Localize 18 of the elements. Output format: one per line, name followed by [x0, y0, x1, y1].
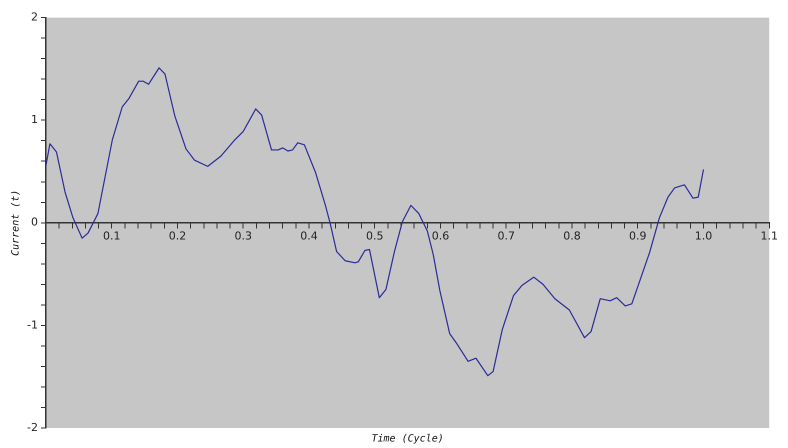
- x-tick-label: 0.4: [300, 229, 318, 242]
- y-axis-title: Current (t): [10, 190, 22, 256]
- y-tick-label: -1: [27, 318, 38, 332]
- x-tick-label: 0.1: [102, 229, 120, 242]
- x-tick-label: 0.8: [563, 229, 581, 242]
- x-tick-label: 1.0: [694, 229, 712, 242]
- y-tick-label: 0: [30, 216, 38, 229]
- y-tick-label: 1: [30, 113, 38, 126]
- y-tick-label: -2: [27, 420, 38, 434]
- x-tick-label: 1.1: [760, 229, 778, 242]
- x-tick-label: 0.6: [432, 229, 450, 242]
- x-tick-label: 0.2: [168, 229, 186, 242]
- x-tick-label: 0.3: [234, 229, 252, 242]
- x-tick-label: 0.7: [497, 229, 515, 242]
- x-tick-label: 0.9: [628, 229, 646, 242]
- x-tick-label: 0.5: [366, 229, 384, 242]
- y-tick-label: 2: [30, 10, 38, 24]
- x-axis-title: Time (Cycle): [371, 434, 444, 445]
